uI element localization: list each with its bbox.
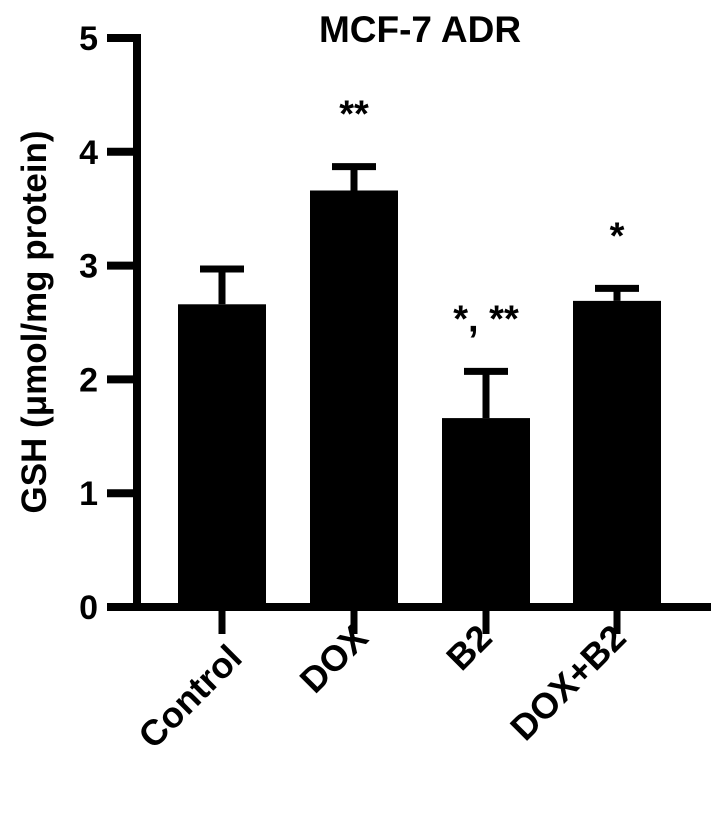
x-axis-labels: Control DOX B2 DOX+B2 bbox=[130, 617, 633, 756]
bar-dox-b2 bbox=[573, 284, 661, 607]
significance-label: *, ** bbox=[453, 298, 519, 340]
x-tick-label: B2 bbox=[438, 617, 500, 679]
bar-b2 bbox=[442, 367, 530, 607]
bar-dox bbox=[310, 163, 398, 607]
y-tick-label: 5 bbox=[79, 20, 98, 58]
y-tick-label: 2 bbox=[79, 361, 98, 399]
y-tick-label: 0 bbox=[79, 589, 98, 627]
x-axis-ticks bbox=[218, 607, 621, 634]
y-axis-label: GSH (μmol/mg protein) bbox=[15, 130, 54, 513]
y-tick-label: 1 bbox=[79, 475, 98, 513]
y-tick-label: 4 bbox=[79, 134, 98, 172]
significance-annotations: ** *, ** * bbox=[339, 94, 624, 341]
chart-title: MCF-7 ADR bbox=[319, 9, 521, 50]
significance-label: ** bbox=[339, 94, 369, 136]
y-axis-ticks: 0 1 2 3 4 5 bbox=[79, 20, 141, 627]
x-tick-label: Control bbox=[130, 637, 249, 756]
x-tick-label: DOX+B2 bbox=[502, 617, 634, 749]
bars bbox=[178, 163, 661, 607]
x-tick-label: DOX bbox=[292, 617, 376, 701]
bar-control bbox=[178, 265, 266, 607]
significance-label: * bbox=[610, 215, 625, 257]
y-tick-label: 3 bbox=[79, 248, 98, 286]
